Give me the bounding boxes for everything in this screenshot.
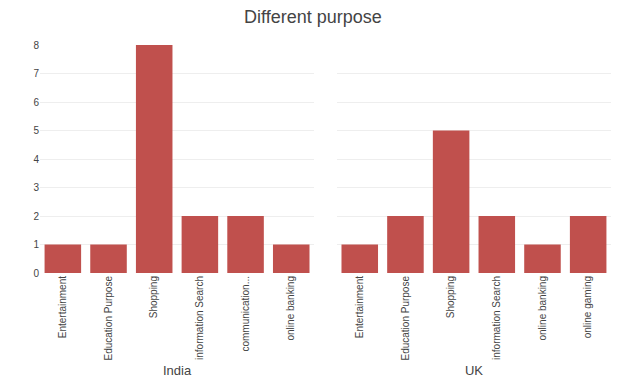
svg-text:Education Purpose: Education Purpose <box>400 276 411 361</box>
svg-text:7: 7 <box>33 68 39 79</box>
svg-text:3: 3 <box>33 182 39 193</box>
svg-text:0: 0 <box>33 268 39 279</box>
svg-text:online banking: online banking <box>537 276 548 341</box>
svg-text:information Search: information Search <box>491 276 502 360</box>
svg-text:2: 2 <box>33 211 39 222</box>
svg-text:4: 4 <box>33 154 39 165</box>
svg-text:Education Purpose: Education Purpose <box>103 276 114 361</box>
svg-text:Entertainment: Entertainment <box>57 276 68 338</box>
svg-text:8: 8 <box>33 40 39 51</box>
svg-text:online banking: online banking <box>285 276 296 341</box>
svg-text:UK: UK <box>465 363 483 378</box>
svg-text:Different purpose: Different purpose <box>244 7 382 27</box>
svg-text:online gaming: online gaming <box>582 276 593 338</box>
svg-text:Shopping: Shopping <box>445 276 456 318</box>
svg-text:1: 1 <box>33 239 39 250</box>
svg-text:Entertainment: Entertainment <box>354 276 365 338</box>
svg-text:6: 6 <box>33 97 39 108</box>
svg-text:Shopping: Shopping <box>148 276 159 318</box>
svg-text:information Search: information Search <box>194 276 205 360</box>
svg-text:India: India <box>163 363 192 378</box>
svg-text:5: 5 <box>33 125 39 136</box>
svg-text:communication...: communication... <box>240 276 251 352</box>
